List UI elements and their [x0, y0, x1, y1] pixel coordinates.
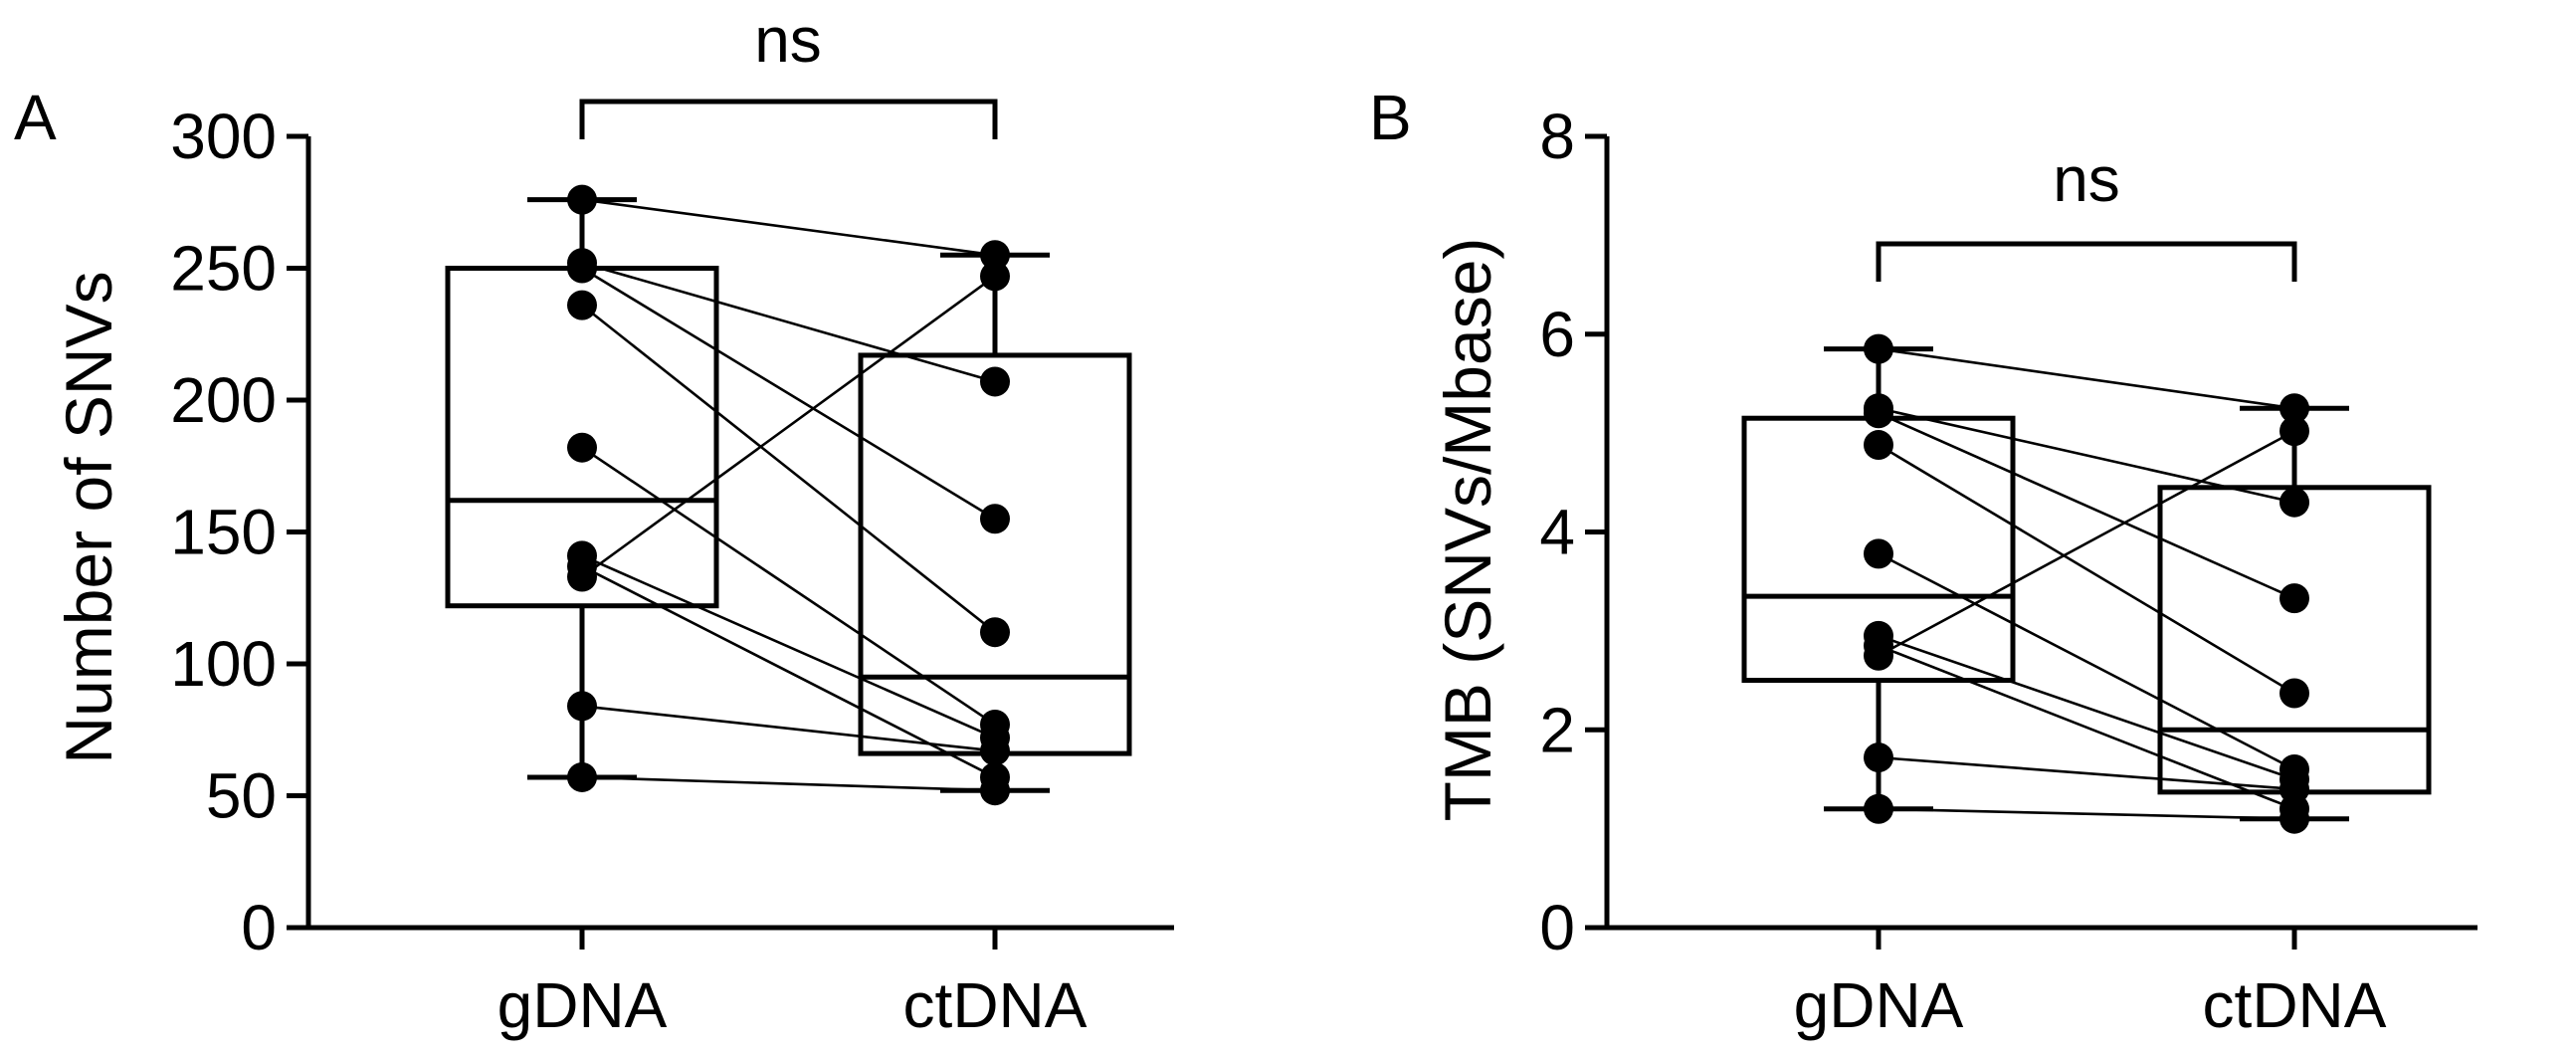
panel-b-y-tick-label: 0 — [1539, 892, 1575, 963]
panel-a-pair-line — [581, 275, 996, 578]
panel-a-pair-line — [581, 304, 996, 634]
panel-a-significance-bracket — [579, 99, 998, 139]
panel-b-boxes — [1741, 346, 2432, 822]
panel-a-pair-line — [581, 775, 996, 792]
panel-b-y-axis-title: TMB (SNVs/Mbase) — [1431, 238, 1504, 822]
panel-b-x-category-label: gDNA — [1794, 969, 1964, 1041]
panel-a-y-ticks: 0 50 100 150 200 250 300 — [170, 101, 308, 963]
panel-b-point-gdna — [1864, 742, 1893, 773]
panel-a-point-ctdna — [980, 736, 1010, 766]
panel-a-pair-line — [581, 267, 996, 521]
panel-b-pair-line — [1878, 755, 2295, 791]
panel-b-points — [1864, 333, 2309, 834]
panel-a-point-gdna — [567, 253, 597, 284]
panel-b-point-ctdna — [2279, 393, 2309, 424]
panel-a-boxes — [445, 197, 1132, 793]
panel-a-pair-line — [581, 554, 996, 740]
panel-b-paired-lines — [1878, 347, 2295, 820]
panel-a: A Number of SNVs 0 50 100 150 200 250 300 gDNA… — [14, 4, 1174, 1041]
panel-a-pair-line — [581, 705, 996, 752]
panel-b-point-ctdna — [2279, 416, 2309, 447]
panel-b-point-ctdna — [2279, 773, 2309, 804]
panel-a-y-tick-label: 200 — [170, 364, 277, 436]
panel-a-point-ctdna — [980, 261, 1010, 292]
panel-a-points — [567, 184, 1010, 806]
panel-a-point-ctdna — [980, 366, 1010, 397]
panel-a-pair-line — [581, 564, 996, 779]
panel-b-pair-line — [1878, 429, 2295, 657]
panel-a-y-tick-label: 300 — [170, 101, 277, 172]
panel-a-pair-line — [581, 261, 996, 383]
panel-a-y-axis-title: Number of SNVs — [52, 271, 125, 763]
panel-a-significance: ns — [579, 4, 998, 139]
panel-b-significance: ns — [1876, 143, 2297, 282]
panel-b-point-gdna — [1864, 333, 1893, 364]
panel-a-point-gdna — [567, 432, 597, 463]
panel-a-point-ctdna — [980, 775, 1010, 806]
panel-a-x-categories: gDNA ctDNA — [497, 928, 1088, 1041]
panel-a-pair-line — [581, 198, 996, 257]
panel-a-y-tick-label: 50 — [206, 760, 277, 832]
panel-b-significance-label: ns — [2053, 143, 2120, 215]
panel-a-label: A — [14, 82, 57, 153]
panel-b-significance-bracket — [1876, 241, 2297, 282]
panel-a-point-gdna — [567, 691, 597, 722]
panel-b-point-ctdna — [2279, 487, 2309, 518]
panel-a-y-tick-label: 100 — [170, 628, 277, 700]
panel-b-x-categories: gDNA ctDNA — [1794, 928, 2387, 1041]
panel-a-y-tick-label: 0 — [241, 892, 277, 963]
panel-a-point-gdna — [567, 550, 597, 581]
panel-b-y-ticks: 0 2 4 6 8 — [1539, 101, 1607, 963]
panel-a-point-ctdna — [980, 240, 1010, 271]
panel-b-y-tick-label: 4 — [1539, 497, 1575, 568]
panel-b-point-gdna — [1864, 793, 1893, 824]
panel-b-pair-line — [1878, 412, 2295, 600]
panel-b-point-ctdna — [2279, 803, 2309, 834]
panel-a-x-category-label: ctDNA — [903, 969, 1088, 1041]
panel-b-point-ctdna — [2279, 583, 2309, 614]
panel-b-y-tick-label: 6 — [1539, 299, 1575, 370]
panel-a-point-gdna — [567, 184, 597, 215]
panel-b-pair-line — [1878, 644, 2295, 810]
panel-b-y-tick-label: 8 — [1539, 101, 1575, 172]
panel-a-y-tick-label: 150 — [170, 497, 277, 568]
panel-a-y-tick-label: 250 — [170, 233, 277, 305]
panel-a-significance-label: ns — [754, 4, 822, 76]
panel-b-point-gdna — [1864, 630, 1893, 661]
panel-b-pair-line — [1878, 443, 2295, 695]
panel-b-point-gdna — [1864, 398, 1893, 429]
panel-b: B TMB (SNVs/Mbase) 0 2 4 6 8 gDNA ctDNA ns — [1369, 82, 2477, 1041]
panel-b-pair-line — [1878, 552, 2295, 771]
panel-a-paired-lines — [581, 198, 996, 792]
panel-a-x-category-label: gDNA — [497, 969, 668, 1041]
panel-b-label: B — [1369, 82, 1412, 153]
panel-b-x-category-label: ctDNA — [2203, 969, 2387, 1041]
panel-b-point-gdna — [1864, 538, 1893, 569]
panel-a-point-gdna — [567, 761, 597, 792]
panel-a-point-gdna — [567, 290, 597, 320]
panel-a-pair-line — [581, 446, 996, 727]
panel-a-box — [858, 352, 1132, 756]
panel-a-point-ctdna — [980, 504, 1010, 534]
panel-b-point-gdna — [1864, 430, 1893, 461]
panel-b-y-tick-label: 2 — [1539, 694, 1575, 765]
panel-b-pair-line — [1878, 347, 2295, 410]
panel-b-pair-line — [1878, 807, 2295, 820]
panel-a-point-ctdna — [980, 617, 1010, 648]
panel-b-pair-line — [1878, 634, 2295, 781]
panel-b-point-ctdna — [2279, 678, 2309, 709]
panel-b-pair-line — [1878, 407, 2295, 504]
